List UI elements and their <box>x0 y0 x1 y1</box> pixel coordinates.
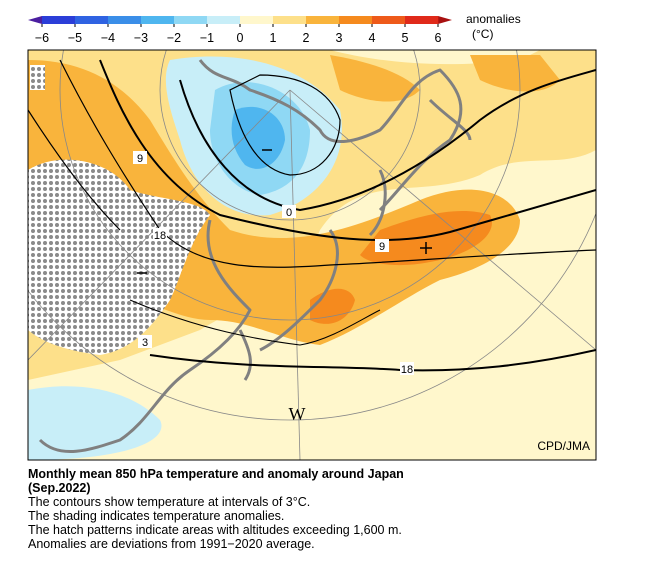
colorbar-tick-label: 6 <box>435 31 442 45</box>
colorbar: −6 −5 −4 −3 −2 −1 0 1 2 3 4 5 6 <box>28 16 452 45</box>
anomaly-orange <box>330 55 420 102</box>
colorbar-tick-label: 4 <box>369 31 376 45</box>
map: 9 0 18 9 18 3 W CPD/JMA <box>28 50 596 460</box>
center-markers <box>137 149 432 274</box>
colorbar-tick-label: 3 <box>336 31 343 45</box>
anomaly-pale <box>420 309 596 460</box>
colorbar-bin <box>207 16 241 24</box>
colorbar-label: anomalies <box>466 12 521 26</box>
colorbar-bin <box>339 16 373 24</box>
colorbar-tick-label: −3 <box>134 31 148 45</box>
high-altitude-hatch <box>28 159 210 355</box>
colorbar-bin <box>405 16 439 24</box>
colorbar-tick-label: −1 <box>200 31 214 45</box>
colorbar-bin <box>42 16 76 24</box>
coastline <box>38 59 472 454</box>
colorbar-over <box>438 16 452 24</box>
contour-label: 9 <box>379 241 385 253</box>
anomaly-dark-orange <box>360 210 492 266</box>
colorbar-tick-label: 2 <box>303 31 310 45</box>
figure: −6 −5 −4 −3 −2 −1 0 1 2 3 4 5 6 anomalies (°C) <box>27 12 597 461</box>
colorbar-tick-label: −4 <box>101 31 115 45</box>
anomaly-orange <box>470 55 560 92</box>
colorbar-under <box>28 16 42 24</box>
colorbar-bin <box>273 16 307 24</box>
temperature-contours <box>28 59 596 372</box>
credit: CPD/JMA <box>537 439 590 453</box>
colorbar-bin <box>174 16 208 24</box>
caption-line: The shading indicates temperature anomal… <box>28 509 285 523</box>
contour-label-box <box>153 228 167 241</box>
colorbar-bin <box>141 16 175 24</box>
caption-line: The hatch patterns indicate areas with a… <box>28 523 402 537</box>
contour-label: 3 <box>142 337 148 349</box>
contour-label: 9 <box>137 153 143 165</box>
map-frame <box>27 49 597 461</box>
contour-label: 18 <box>154 230 166 242</box>
colorbar-unit: (°C) <box>472 27 493 41</box>
contour-label-box <box>282 205 296 218</box>
colorbar-tick-label: 5 <box>402 31 409 45</box>
colorbar-tick-label: −2 <box>167 31 181 45</box>
high-altitude-hatch <box>30 65 45 90</box>
anomaly-blue <box>231 106 285 169</box>
caption-line: The contours show temperature at interva… <box>28 495 311 509</box>
contour-label: 18 <box>401 364 413 376</box>
colorbar-tick-label: −5 <box>68 31 82 45</box>
region-label: W <box>289 404 306 424</box>
contour-labels: 9 0 18 9 18 3 <box>133 151 414 376</box>
caption-period: (Sep.2022) <box>28 481 91 495</box>
colorbar-bin <box>108 16 142 24</box>
contour-label-box <box>133 151 147 164</box>
contour-label-box <box>138 335 152 348</box>
latitude-circles <box>28 50 596 460</box>
caption-line: Anomalies are deviations from 1991−2020 … <box>28 537 315 551</box>
colorbar-tick-label: 1 <box>270 31 277 45</box>
contour-label-box <box>400 362 414 375</box>
colorbar-tick-label: 0 <box>237 31 244 45</box>
caption: Monthly mean 850 hPa temperature and ano… <box>28 467 404 551</box>
contour-label-box <box>375 239 389 252</box>
colorbar-bin <box>372 16 406 24</box>
colorbar-bin <box>240 16 274 24</box>
colorbar-bin <box>306 16 340 24</box>
caption-title: Monthly mean 850 hPa temperature and ano… <box>28 467 404 481</box>
anomaly-light-blue <box>28 386 162 460</box>
colorbar-tick-label: −6 <box>35 31 49 45</box>
colorbar-bin <box>75 16 109 24</box>
contour-label: 0 <box>286 207 292 219</box>
